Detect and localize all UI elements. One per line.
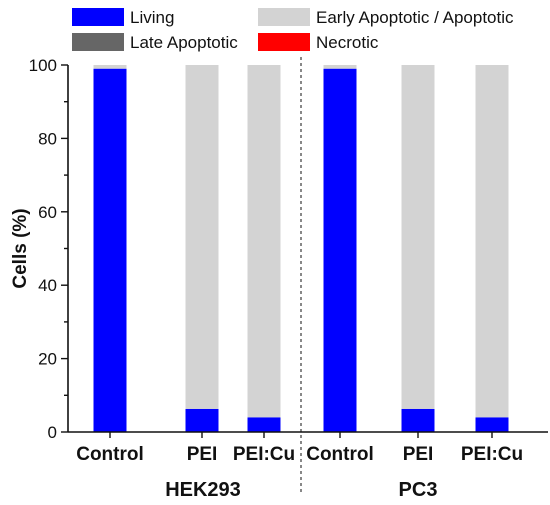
legend-label-necrotic: Necrotic	[316, 33, 379, 52]
x-tick-label-pei: PEI	[187, 444, 218, 465]
bar-living-1	[185, 408, 219, 432]
legend-swatch-living	[72, 8, 124, 26]
bar-living-3	[323, 68, 357, 433]
bar-living-2	[247, 417, 281, 432]
axes	[61, 57, 548, 495]
y-tick-label: 0	[48, 423, 57, 442]
y-tick-label: 20	[38, 350, 57, 369]
labels: 0 20 40 60 80 100 Control PEI PEI:Cu Control PEI PE…	[10, 56, 523, 501]
y-tick-label: 80	[38, 129, 57, 148]
bar-living-5	[475, 417, 509, 432]
y-tick-label: 100	[29, 56, 57, 75]
legend: Living Early Apoptotic / Apoptotic Late Ap…	[72, 8, 514, 52]
bar-early-apoptotic-apoptotic-4	[401, 65, 435, 409]
bar-early-apoptotic-apoptotic-3	[323, 65, 357, 69]
legend-swatch-necrotic	[258, 33, 310, 51]
x-tick-label-pei-cu: PEI:Cu	[233, 444, 295, 465]
legend-label-living: Living	[130, 8, 174, 27]
bar-early-apoptotic-apoptotic-1	[185, 65, 219, 409]
x-tick-label-control: Control	[306, 444, 374, 465]
group-label-hek293: HEK293	[165, 479, 241, 501]
x-tick-label-pei-cu: PEI:Cu	[461, 444, 523, 465]
legend-swatch-late-apoptotic	[72, 33, 124, 51]
group-label-pc3: PC3	[399, 479, 438, 501]
y-tick-label: 40	[38, 276, 57, 295]
y-axis-title: Cells (%)	[10, 208, 31, 288]
bar-living-0	[93, 68, 127, 433]
legend-label-early-apoptotic-apoptotic: Early Apoptotic / Apoptotic	[316, 8, 514, 27]
bar-early-apoptotic-apoptotic-5	[475, 65, 509, 418]
legend-swatch-early-apoptotic-apoptotic	[258, 8, 310, 26]
x-tick-label-pei: PEI	[403, 444, 434, 465]
bar-living-4	[401, 408, 435, 432]
bar-early-apoptotic-apoptotic-0	[93, 65, 127, 69]
y-tick-label: 60	[38, 203, 57, 222]
bar-early-apoptotic-apoptotic-2	[247, 65, 281, 418]
x-tick-label-control: Control	[76, 444, 144, 465]
bars	[93, 65, 509, 433]
legend-label-late-apoptotic: Late Apoptotic	[130, 33, 238, 52]
